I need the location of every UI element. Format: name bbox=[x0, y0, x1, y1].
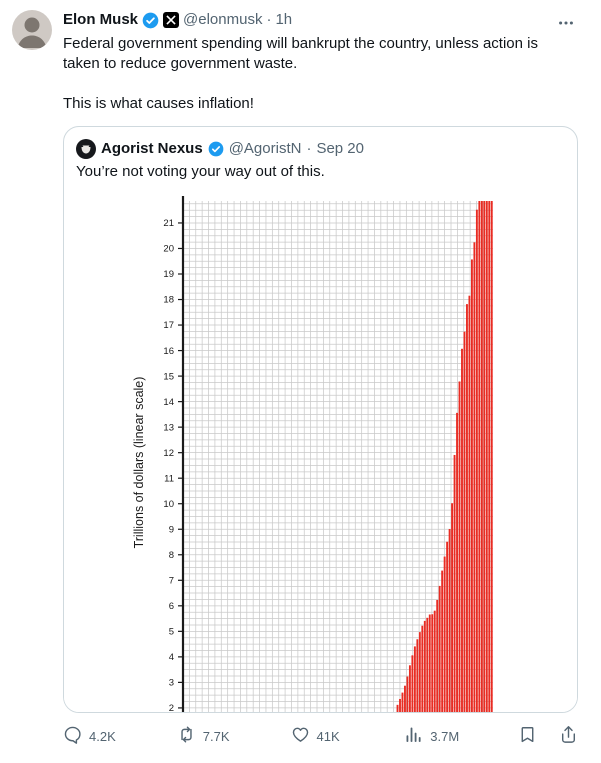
like-button[interactable]: 41K bbox=[291, 725, 405, 747]
svg-text:17: 17 bbox=[163, 320, 174, 331]
bookmark-icon bbox=[518, 727, 537, 747]
svg-text:19: 19 bbox=[163, 269, 174, 280]
svg-text:20: 20 bbox=[163, 244, 174, 255]
x-logo-badge[interactable] bbox=[163, 12, 180, 28]
svg-text:14: 14 bbox=[163, 397, 174, 408]
quoted-tweet[interactable]: Agorist Nexus @AgoristN · Sep 20 You’re … bbox=[63, 126, 578, 713]
share-icon bbox=[559, 726, 578, 747]
svg-text:8: 8 bbox=[169, 550, 174, 561]
verified-badge-icon bbox=[142, 12, 159, 29]
svg-text:6: 6 bbox=[169, 601, 174, 612]
svg-text:3: 3 bbox=[169, 678, 174, 689]
bar-chart-icon bbox=[404, 725, 423, 747]
author-handle[interactable]: @elonmusk bbox=[183, 11, 263, 28]
avatar-placeholder-image bbox=[12, 10, 52, 50]
tweet-text: Federal government spending will bankrup… bbox=[63, 35, 538, 112]
action-bar: 4.2K 7.7K bbox=[63, 725, 578, 747]
svg-text:13: 13 bbox=[163, 422, 174, 433]
quote-header: Agorist Nexus @AgoristN · Sep 20 bbox=[64, 127, 577, 159]
action-bar-right bbox=[518, 725, 578, 747]
quote-text: You’re not voting your way out of this. bbox=[76, 163, 325, 180]
reply-bubble-icon bbox=[63, 725, 82, 747]
quote-author-handle: @AgoristN bbox=[228, 140, 302, 157]
quote-author-avatar bbox=[76, 139, 96, 159]
svg-text:7: 7 bbox=[169, 575, 174, 586]
svg-text:21: 21 bbox=[163, 218, 174, 229]
svg-text:15: 15 bbox=[163, 371, 174, 382]
svg-text:9: 9 bbox=[169, 524, 174, 535]
tweet-content: Elon Musk @elonmusk · 1h bbox=[63, 10, 578, 747]
svg-text:12: 12 bbox=[163, 448, 174, 459]
svg-text:4: 4 bbox=[169, 652, 174, 663]
quote-verified-badge-icon bbox=[208, 141, 224, 157]
author-name[interactable]: Elon Musk bbox=[63, 11, 139, 28]
heart-icon bbox=[291, 725, 310, 747]
timestamp[interactable]: 1h bbox=[275, 11, 293, 28]
repost-button[interactable]: 7.7K bbox=[177, 725, 291, 747]
reply-button[interactable]: 4.2K bbox=[63, 725, 177, 747]
reply-count: 4.2K bbox=[89, 728, 116, 744]
svg-text:11: 11 bbox=[164, 473, 174, 484]
svg-text:5: 5 bbox=[169, 627, 174, 638]
svg-text:16: 16 bbox=[163, 346, 174, 357]
quote-media-image[interactable]: 2 3 4 5 6 7 8 9 10 11 12 13 14 15 16 17 18 19 20 21 Trillion… bbox=[64, 191, 577, 712]
debt-chart-svg: 2 3 4 5 6 7 8 9 10 11 12 13 14 15 16 17 18 19 20 21 Trillion… bbox=[132, 196, 493, 712]
svg-text:18: 18 bbox=[163, 295, 174, 306]
svg-text:Trillions of dollars (linear s: Trillions of dollars (linear scale) bbox=[132, 377, 146, 549]
bookmark-button[interactable] bbox=[518, 725, 537, 747]
more-ellipsis-icon[interactable] bbox=[555, 12, 577, 37]
header-separator: · bbox=[266, 11, 272, 28]
repost-arrows-icon bbox=[177, 725, 196, 747]
svg-text:2: 2 bbox=[169, 703, 174, 712]
like-count: 41K bbox=[316, 728, 340, 744]
quote-author-name: Agorist Nexus bbox=[101, 140, 203, 157]
view-count: 3.7M bbox=[430, 728, 460, 744]
share-button[interactable] bbox=[559, 725, 578, 747]
tweet-header: Elon Musk @elonmusk · 1h bbox=[63, 10, 578, 30]
quote-date: Sep 20 bbox=[316, 140, 364, 157]
repost-count: 7.7K bbox=[202, 728, 230, 744]
svg-text:10: 10 bbox=[163, 499, 174, 510]
author-avatar[interactable] bbox=[12, 10, 52, 50]
views-button[interactable]: 3.7M bbox=[404, 725, 518, 747]
quote-separator: · bbox=[306, 140, 312, 157]
